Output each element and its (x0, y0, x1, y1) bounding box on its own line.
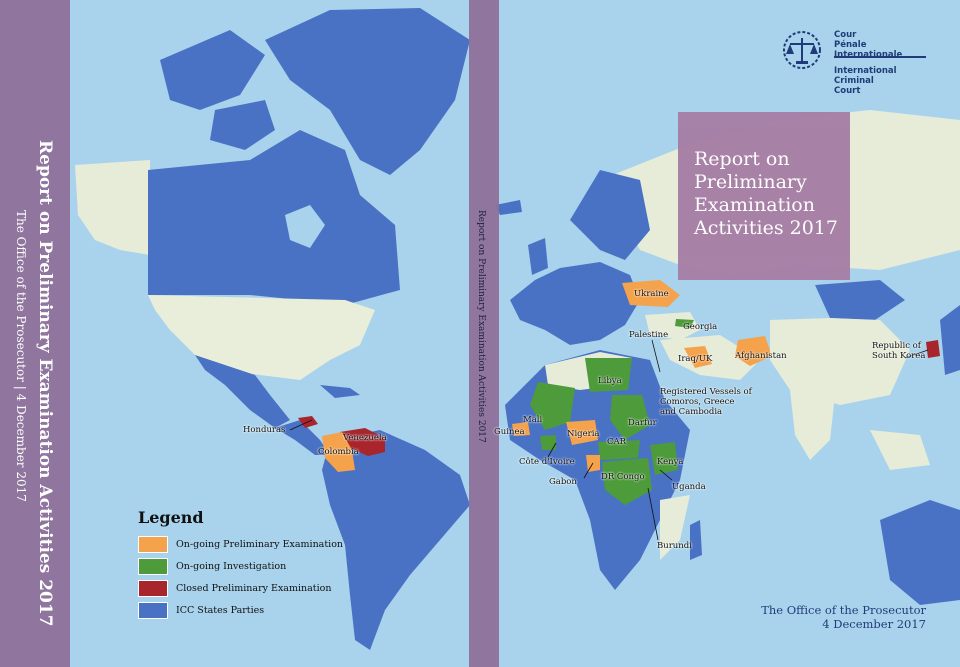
cover-footer: The Office of the Prosecutor 4 December … (761, 603, 926, 631)
label-vessels-3: and Cambodia (660, 407, 723, 417)
spine-title: Report on Preliminary Examination Activi… (35, 140, 55, 627)
land-mexico (195, 355, 290, 428)
label-afghanistan: Afghanistan (735, 351, 787, 361)
legend-item: Closed Preliminary Examination (138, 577, 343, 599)
label-colombia: Colombia (318, 447, 359, 457)
center-spine-title: Report on Preliminary Examination Activi… (476, 210, 486, 443)
label-drc: DR Congo (601, 472, 645, 482)
country-sudan-darfur (610, 395, 650, 440)
country-venezuela (340, 428, 385, 456)
label-palestine: Palestine (629, 330, 669, 340)
back-spine (0, 0, 70, 667)
land-mongolia (815, 280, 905, 320)
label-venezuela: Venezuela (343, 433, 387, 443)
label-guinea: Guinea (494, 427, 525, 437)
legend-swatch-states-parties (138, 601, 168, 619)
land-canada (148, 130, 400, 305)
legend-item: ICC States Parties (138, 599, 343, 621)
label-georgia: Georgia (683, 322, 718, 332)
icc-logo-text: Cour Pénale Internationale International… (834, 30, 903, 96)
label-vessels-2: Comoros, Greece (660, 397, 735, 407)
label-cote-divoire: Côte d'Ivoire (519, 457, 575, 467)
legend-title: Legend (138, 508, 204, 527)
label-libya: Libya (598, 376, 622, 386)
footer-office: The Office of the Prosecutor (761, 603, 926, 617)
cover-title-box: Report on Preliminary Examination Activi… (678, 112, 850, 280)
legend: Legend On-going Preliminary Examination … (138, 508, 343, 621)
land-australia (880, 500, 960, 605)
country-kenya (650, 442, 678, 475)
label-iraq-uk: Iraq/UK (678, 354, 713, 364)
country-cote-divoire (540, 435, 556, 450)
label-south-korea-2: South Korea (872, 351, 926, 361)
cover-title: Report on Preliminary Examination Activi… (694, 148, 838, 239)
country-iraq (684, 346, 712, 368)
country-mali (530, 382, 575, 430)
label-honduras: Honduras (243, 425, 286, 435)
label-vessels-1: Registered Vessels of (660, 387, 752, 397)
legend-swatch-ongoing-pe (138, 535, 168, 553)
country-nigeria (566, 420, 598, 445)
spine-subtitle: The Office of the Prosecutor | 4 Decembe… (14, 210, 28, 502)
label-south-korea-1: Republic of (872, 341, 921, 351)
land-alaska (75, 160, 150, 255)
land-scandinavia (570, 170, 650, 260)
country-georgia (675, 319, 694, 328)
label-uganda: Uganda (672, 482, 706, 492)
label-burundi: Burundi (657, 541, 692, 551)
footer-date: 4 December 2017 (822, 617, 926, 631)
land-europe (510, 262, 640, 345)
country-car (598, 440, 640, 460)
legend-swatch-investigation (138, 557, 168, 575)
icc-scales-icon (783, 31, 821, 69)
land-south-america (322, 430, 470, 650)
country-guinea (512, 422, 530, 436)
country-ukraine (622, 280, 680, 307)
country-south-korea (926, 340, 940, 358)
land-greenland (265, 8, 470, 175)
logo-divider (834, 56, 926, 58)
country-afghanistan (735, 336, 772, 366)
legend-swatch-closed-pe (138, 579, 168, 597)
center-spine (469, 0, 499, 667)
label-ukraine: Ukraine (634, 289, 669, 299)
country-colombia (322, 432, 355, 472)
legend-item: On-going Preliminary Examination (138, 533, 343, 555)
country-drc (602, 458, 652, 505)
label-gabon: Gabon (549, 477, 577, 487)
country-libya (585, 358, 632, 392)
label-nigeria: Nigeria (567, 429, 600, 439)
label-car: CAR (607, 437, 627, 447)
label-mali: Mali (523, 415, 543, 425)
label-darfur: Darfur (628, 418, 657, 428)
label-kenya: Kenya (657, 457, 684, 467)
land-arctic-islands (160, 30, 265, 110)
legend-item: On-going Investigation (138, 555, 343, 577)
land-china (770, 318, 910, 405)
